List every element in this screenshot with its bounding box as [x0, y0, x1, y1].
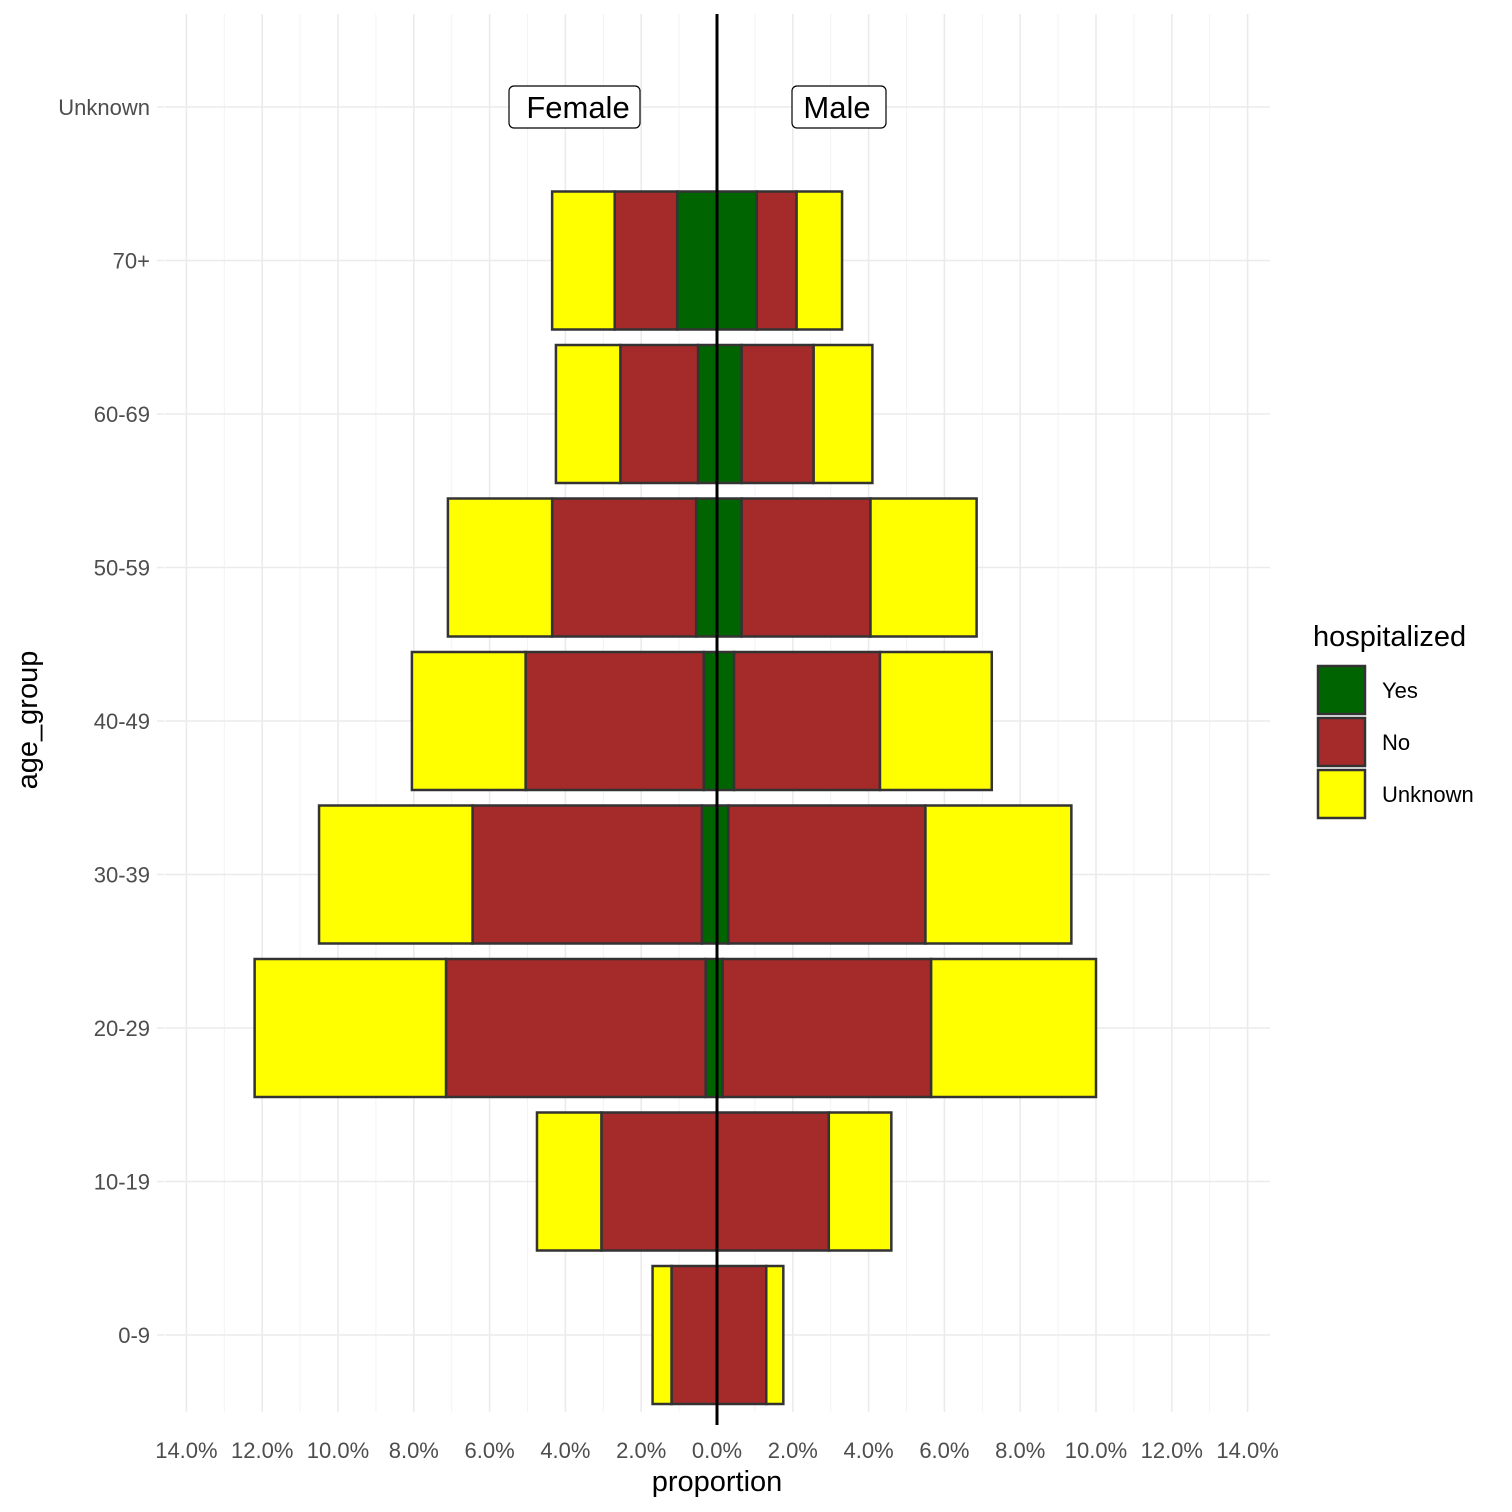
bar-female-20-29-unknown	[253, 957, 448, 1099]
y-tick-label: 70+	[113, 249, 150, 274]
bar-male-0-9-unknown	[765, 1264, 785, 1406]
male-annotation-label: Male	[803, 90, 870, 125]
legend-key-unknown	[1316, 768, 1367, 820]
bar-male-50-59-yes	[715, 497, 743, 638]
bar-male-40-49-no	[732, 650, 882, 792]
y-tick-label: 10-19	[94, 1170, 150, 1195]
bar-male-20-29-no	[721, 957, 933, 1099]
bar-female-70-unknown	[550, 190, 616, 331]
y-tick-label: 30-39	[94, 863, 150, 888]
legend-title: hospitalized	[1313, 621, 1466, 653]
bar-male-50-59-unknown	[869, 497, 978, 638]
x-tick-label: 8.0%	[995, 1438, 1045, 1463]
legend-key-yes	[1316, 664, 1367, 716]
bar-male-10-19-unknown	[827, 1111, 893, 1252]
bar-female-10-19-no	[600, 1111, 719, 1252]
x-tick-label: 10.0%	[307, 1438, 369, 1463]
x-tick-label: 8.0%	[389, 1438, 439, 1463]
x-tick-label: 10.0%	[1065, 1438, 1127, 1463]
x-tick-label: 12.0%	[231, 1438, 293, 1463]
y-tick-label: Unknown	[58, 95, 150, 120]
bar-female-30-39-yes	[700, 804, 719, 945]
legend-label-no: No	[1382, 730, 1410, 755]
x-tick-label: 2.0%	[768, 1438, 818, 1463]
y-tick-label: 40-49	[94, 709, 150, 734]
bar-female-70-yes	[675, 190, 719, 331]
bar-female-50-59-no	[550, 497, 698, 638]
bar-female-40-49-unknown	[410, 650, 527, 792]
y-axis-title: age_group	[12, 651, 44, 790]
bar-female-20-29-no	[444, 957, 707, 1099]
x-tick-label: 2.0%	[616, 1438, 666, 1463]
x-tick-label: 14.0%	[1216, 1438, 1278, 1463]
y-tick-label: 0-9	[118, 1323, 150, 1348]
bar-male-50-59-no	[740, 497, 872, 638]
legend-items: Yes No Unknown	[1316, 664, 1474, 820]
bar-male-30-39-no	[727, 804, 927, 945]
bar-female-0-9-no	[670, 1264, 719, 1406]
x-tick-label: 4.0%	[844, 1438, 894, 1463]
bar-male-0-9-no	[715, 1264, 768, 1406]
y-tick-label: 50-59	[94, 556, 150, 581]
bar-female-20-29-yes	[704, 957, 719, 1099]
bar-female-0-9-unknown	[651, 1264, 673, 1406]
bar-female-60-69-unknown	[554, 343, 622, 485]
bars	[253, 190, 1098, 1406]
legend: hospitalized Yes No Unknown	[1313, 621, 1474, 820]
bar-female-60-69-no	[619, 343, 700, 485]
bar-male-70-yes	[715, 190, 759, 331]
legend-label-yes: Yes	[1382, 678, 1418, 703]
male-annotation: Male	[791, 85, 887, 129]
bar-male-40-49-yes	[715, 650, 736, 792]
bar-male-30-39-yes	[715, 804, 730, 945]
bar-male-70-unknown	[795, 190, 844, 331]
bar-female-30-39-unknown	[317, 804, 474, 945]
bar-female-50-59-unknown	[446, 497, 554, 638]
bar-male-60-69-unknown	[812, 343, 874, 485]
female-annotation: Female	[508, 85, 641, 129]
x-tick-label: 0.0%	[692, 1438, 742, 1463]
bar-female-60-69-yes	[696, 343, 719, 485]
bar-female-40-49-yes	[702, 650, 719, 792]
bar-male-60-69-yes	[715, 343, 743, 485]
bar-female-30-39-no	[471, 804, 704, 945]
bar-female-70-no	[613, 190, 679, 331]
x-axis-title: proportion	[652, 1466, 783, 1498]
legend-label-unknown: Unknown	[1382, 782, 1474, 807]
x-tick-label: 4.0%	[540, 1438, 590, 1463]
x-tick-label: 6.0%	[919, 1438, 969, 1463]
bar-male-20-29-unknown	[929, 957, 1098, 1099]
bar-female-40-49-no	[524, 650, 705, 792]
bar-male-30-39-unknown	[924, 804, 1073, 945]
x-tick-label: 6.0%	[465, 1438, 515, 1463]
x-axis-ticks: 14.0% 12.0% 10.0% 8.0% 6.0% 4.0% 2.0% 0.0% 2.0% 4…	[155, 1438, 1279, 1463]
female-annotation-box	[508, 85, 641, 129]
bar-male-40-49-unknown	[878, 650, 994, 792]
male-annotation-box	[791, 85, 887, 129]
bar-female-50-59-yes	[694, 497, 719, 638]
y-axis-ticks: 0-9 10-19 20-29 30-39 40-49 50-59 60-69 70+ Unkn…	[58, 95, 164, 1348]
bar-male-10-19-no	[715, 1111, 831, 1252]
bar-male-70-no	[755, 190, 798, 331]
bar-female-10-19-unknown	[535, 1111, 603, 1252]
x-tick-label: 14.0%	[155, 1438, 217, 1463]
female-annotation-label: Female	[526, 90, 629, 125]
bar-male-60-69-no	[740, 343, 815, 485]
y-tick-label: 60-69	[94, 402, 150, 427]
legend-key-no	[1316, 716, 1367, 768]
y-tick-label: 20-29	[94, 1016, 150, 1041]
x-tick-label: 12.0%	[1141, 1438, 1203, 1463]
